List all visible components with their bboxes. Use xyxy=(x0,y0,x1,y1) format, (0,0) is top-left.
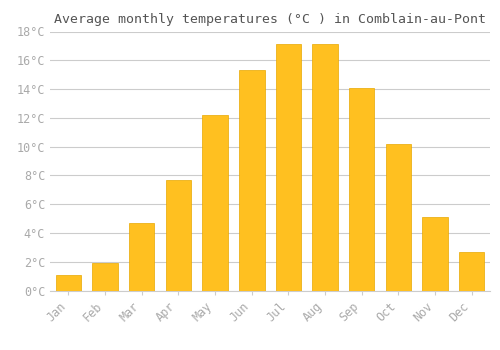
Bar xyxy=(166,180,191,290)
Bar xyxy=(276,44,301,290)
Bar xyxy=(129,223,154,290)
Bar xyxy=(202,115,228,290)
Bar xyxy=(56,275,81,290)
Title: Average monthly temperatures (°C ) in Comblain-au-Pont: Average monthly temperatures (°C ) in Co… xyxy=(54,13,486,26)
Bar xyxy=(349,88,374,290)
Bar xyxy=(239,70,264,290)
Bar xyxy=(312,44,338,290)
Bar xyxy=(386,144,411,290)
Bar xyxy=(459,252,484,290)
Bar xyxy=(92,263,118,290)
Bar xyxy=(422,217,448,290)
